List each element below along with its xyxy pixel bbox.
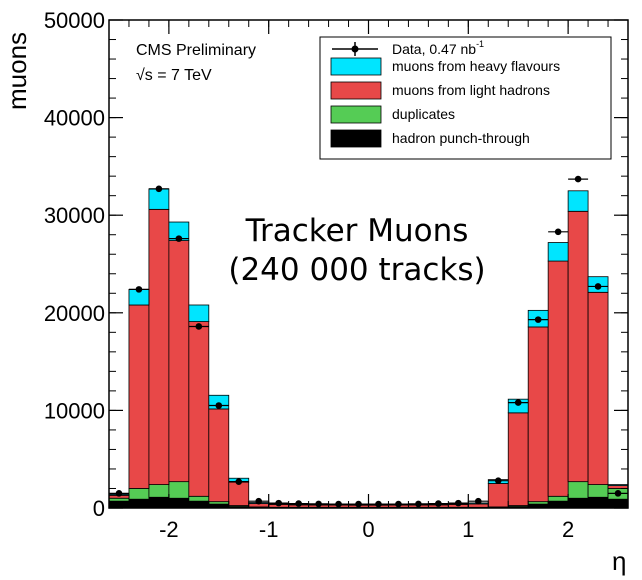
bar-duplicates xyxy=(108,497,130,502)
y-tick-label: 20000 xyxy=(44,301,105,326)
y-tick-label: 10000 xyxy=(44,398,105,423)
x-axis-title: η xyxy=(612,546,626,576)
bar-hadron-punch-through xyxy=(188,500,210,509)
legend-label-muons-from-heavy-flavours: muons from heavy flavours xyxy=(392,58,560,74)
data-point xyxy=(175,235,183,242)
data-point xyxy=(574,175,582,183)
data-point xyxy=(295,500,302,507)
data-point xyxy=(335,500,342,508)
data-point xyxy=(514,399,522,406)
legend-data-name: Data, 0.47 nb xyxy=(392,41,476,57)
bar-duplicates xyxy=(587,484,609,498)
axis-ticks xyxy=(108,19,629,509)
bar-hadron-punch-through xyxy=(587,496,609,509)
data-point xyxy=(594,283,602,290)
bar-duplicates xyxy=(148,484,170,498)
bar-muons-from-heavy-flavours xyxy=(547,242,569,262)
annotation-title: Tracker Muons xyxy=(245,213,469,249)
x-tick-label: 1 xyxy=(462,517,474,542)
legend-label-duplicates: duplicates xyxy=(392,106,455,122)
x-tick-label: 2 xyxy=(562,517,574,542)
bar-muons-from-heavy-flavours xyxy=(188,304,210,322)
bar-muons-from-heavy-flavours xyxy=(607,484,629,486)
bar-duplicates xyxy=(188,495,210,502)
bar-muons-from-light-hadrons xyxy=(507,412,529,506)
x-tick-label: -2 xyxy=(159,517,179,542)
data-point xyxy=(534,316,542,323)
bar-hadron-punch-through xyxy=(148,496,170,509)
data-point xyxy=(474,497,482,505)
bar-muons-from-light-hadrons xyxy=(487,483,509,508)
annotation-subtitle: (240 000 tracks) xyxy=(228,252,485,288)
data-point xyxy=(435,500,442,507)
stacked-histogram xyxy=(108,188,629,509)
data-point xyxy=(375,500,382,508)
data-point xyxy=(195,323,203,330)
legend-swatch-muons-from-heavy-flavours xyxy=(330,57,382,76)
bar-hadron-punch-through xyxy=(607,498,629,509)
bar-muons-from-light-hadrons xyxy=(128,304,150,489)
bar-muons-from-light-hadrons xyxy=(567,210,589,483)
bar-duplicates xyxy=(128,488,150,500)
data-point xyxy=(135,286,143,293)
data-point xyxy=(415,500,422,508)
data-point xyxy=(494,477,502,484)
bar-muons-from-light-hadrons xyxy=(148,208,170,485)
data-points xyxy=(109,175,628,508)
data-point xyxy=(455,499,462,507)
bar-muons-from-light-hadrons xyxy=(527,326,549,503)
data-point xyxy=(155,185,163,193)
y-tick-label: 40000 xyxy=(44,106,105,131)
bar-muons-from-light-hadrons xyxy=(208,408,230,503)
legend-swatch-hadron-punch-through xyxy=(330,129,382,148)
bar-duplicates xyxy=(567,481,589,499)
legend-label-muons-from-light-hadrons: muons from light hadrons xyxy=(392,82,550,98)
legend-label-hadron-punch-through: hadron punch-through xyxy=(392,130,530,146)
data-point xyxy=(215,402,223,409)
data-point xyxy=(395,500,402,508)
bar-muons-from-heavy-flavours xyxy=(567,190,589,212)
y-tick-label: 30000 xyxy=(44,203,105,228)
data-point xyxy=(554,228,562,236)
legend-swatch-muons-from-light-hadrons xyxy=(330,81,382,100)
annotation-energy: √s = 7 TeV xyxy=(136,67,212,84)
data-point xyxy=(315,500,322,508)
x-tick-label: -1 xyxy=(259,517,279,542)
y-tick-label: 0 xyxy=(93,496,105,521)
legend-data-superscript: -1 xyxy=(476,39,484,49)
x-tick-label: 0 xyxy=(362,517,374,542)
legend: Data, 0.47 nb-1 muons from heavy flavour… xyxy=(319,36,612,160)
data-point xyxy=(115,490,123,497)
bar-hadron-punch-through xyxy=(168,497,190,509)
data-point xyxy=(255,497,263,505)
bar-hadron-punch-through xyxy=(128,498,150,509)
bar-hadron-punch-through xyxy=(547,500,569,509)
annotation-cms: CMS Preliminary xyxy=(136,42,256,59)
bar-muons-from-light-hadrons xyxy=(168,240,190,483)
bar-hadron-punch-through xyxy=(108,500,130,509)
legend-data-marker xyxy=(351,45,359,53)
bar-muons-from-light-hadrons xyxy=(547,260,569,497)
data-point xyxy=(614,490,622,497)
bar-duplicates xyxy=(547,495,569,502)
legend-data-label: Data, 0.47 nb-1 xyxy=(392,39,484,57)
bar-hadron-punch-through xyxy=(567,497,589,509)
bar-muons-from-light-hadrons xyxy=(587,291,609,485)
data-point xyxy=(355,500,362,508)
data-point xyxy=(275,499,282,507)
y-tick-label: 50000 xyxy=(44,8,105,33)
y-axis-title: muons xyxy=(2,32,32,110)
legend-swatch-duplicates xyxy=(330,105,382,124)
bar-muons-from-light-hadrons xyxy=(188,321,210,497)
legend-swatches: muons from heavy flavours muons from ligh… xyxy=(330,57,560,148)
data-point xyxy=(235,478,243,485)
bar-muons-from-light-hadrons xyxy=(228,481,250,506)
bar-duplicates xyxy=(168,481,190,499)
tick-labels: -2 -1 0 1 2 0 10000 20000 30000 40000 50000 xyxy=(44,8,574,542)
